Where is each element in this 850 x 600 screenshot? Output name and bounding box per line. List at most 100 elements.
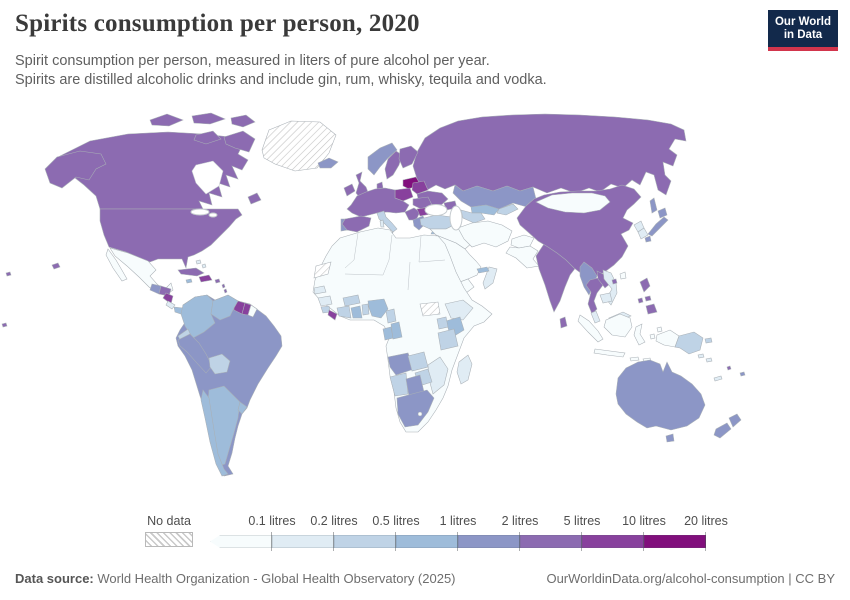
- country-ivory-coast[interactable]: [336, 305, 352, 319]
- legend-bin-1[interactable]: [272, 535, 334, 548]
- country-namibia[interactable]: [389, 372, 409, 397]
- legend-tick-mark: [333, 532, 334, 551]
- country-sri-lanka[interactable]: [559, 316, 568, 329]
- country-philippines[interactable]: [637, 277, 658, 315]
- country-new-caledonia[interactable]: [713, 375, 723, 382]
- legend-bin-4[interactable]: [458, 535, 520, 548]
- country-papua-new-guinea[interactable]: [674, 331, 713, 355]
- country-guinea[interactable]: [317, 295, 333, 307]
- country-western-sahara[interactable]: [313, 261, 332, 279]
- country-norway[interactable]: [367, 142, 398, 176]
- country-alaska[interactable]: [44, 150, 107, 189]
- legend-bin-2[interactable]: [334, 535, 396, 548]
- country-ethiopia[interactable]: [444, 299, 474, 321]
- legend-no-data-swatch[interactable]: [145, 532, 193, 547]
- country-uruguay[interactable]: [237, 401, 248, 415]
- country-hainan[interactable]: [611, 278, 618, 285]
- country-russia[interactable]: [412, 113, 687, 196]
- country-cuba[interactable]: [177, 267, 205, 277]
- country-belarus[interactable]: [411, 180, 429, 195]
- country-mongolia[interactable]: [535, 192, 611, 214]
- country-cambodia[interactable]: [599, 292, 613, 304]
- country-lesotho[interactable]: [417, 411, 423, 417]
- country-greenland[interactable]: [261, 120, 337, 172]
- country-myanmar[interactable]: [579, 261, 598, 296]
- country-mexico-baja[interactable]: [105, 248, 128, 282]
- legend-no-data-label: No data: [147, 514, 191, 528]
- country-taiwan[interactable]: [619, 271, 627, 280]
- country-guyana[interactable]: [233, 300, 246, 315]
- owid-logo[interactable]: Our World in Data: [768, 10, 838, 51]
- country-south-sudan[interactable]: [419, 301, 441, 317]
- country-portugal[interactable]: [340, 218, 348, 232]
- legend-bin-5[interactable]: [520, 535, 582, 548]
- country-sweden[interactable]: [384, 150, 403, 180]
- country-tasmania[interactable]: [665, 433, 675, 443]
- country-french-guiana[interactable]: [247, 304, 258, 318]
- country-lesser-antilles[interactable]: [221, 283, 228, 294]
- country-new-zealand[interactable]: [713, 413, 742, 439]
- legend-bin-6[interactable]: [582, 535, 644, 548]
- country-uganda[interactable]: [436, 316, 449, 330]
- country-chile[interactable]: [200, 389, 229, 477]
- country-togo-benin[interactable]: [361, 303, 370, 316]
- country-iran[interactable]: [457, 220, 513, 248]
- country-mexico[interactable]: [109, 247, 174, 296]
- country-jamaica[interactable]: [185, 278, 193, 284]
- legend-bin-7[interactable]: [644, 535, 706, 548]
- legend-tick-mark: [457, 532, 458, 551]
- country-australia[interactable]: [615, 359, 706, 431]
- credit-link[interactable]: OurWorldinData.org/alcohol-consumption |…: [546, 571, 835, 586]
- country-uae[interactable]: [476, 266, 490, 274]
- country-ghana[interactable]: [350, 305, 363, 319]
- region-balkans[interactable]: [404, 207, 421, 221]
- country-south-africa[interactable]: [396, 389, 435, 428]
- continent-south-america[interactable]: [175, 294, 283, 477]
- legend-bar-wrap: 0.1 litres 0.2 litres 0.5 litres 1 litres 2 …: [210, 514, 728, 551]
- country-bolivia[interactable]: [208, 353, 231, 375]
- country-cameroon[interactable]: [385, 308, 397, 324]
- logo-line-2: in Data: [783, 29, 823, 41]
- country-south-korea[interactable]: [637, 227, 649, 240]
- country-senegal[interactable]: [313, 285, 327, 295]
- country-ireland[interactable]: [343, 183, 356, 197]
- country-congo[interactable]: [390, 321, 403, 340]
- country-burkina-faso[interactable]: [342, 294, 361, 307]
- country-denmark[interactable]: [376, 181, 384, 190]
- country-hispaniola[interactable]: [198, 274, 213, 283]
- country-kyrgyzstan[interactable]: [496, 203, 519, 216]
- country-sakhalin[interactable]: [649, 197, 658, 214]
- country-japan[interactable]: [644, 207, 669, 243]
- country-arctic-islands[interactable]: [149, 112, 262, 205]
- country-peru[interactable]: [177, 333, 213, 374]
- country-fiji[interactable]: [739, 371, 746, 377]
- country-turkmenistan[interactable]: [460, 209, 486, 224]
- country-liberia[interactable]: [327, 309, 338, 321]
- country-finland[interactable]: [398, 145, 419, 169]
- country-costa-rica[interactable]: [165, 300, 176, 310]
- country-madagascar[interactable]: [456, 354, 473, 385]
- legend-tick-label: 5 litres: [563, 514, 601, 528]
- country-bahamas[interactable]: [195, 259, 207, 269]
- country-vanuatu[interactable]: [726, 365, 732, 371]
- country-angola[interactable]: [387, 352, 415, 376]
- country-sardinia[interactable]: [379, 219, 385, 228]
- country-colombia[interactable]: [180, 294, 216, 339]
- country-nigeria[interactable]: [367, 298, 389, 319]
- legend-bin-0[interactable]: [210, 535, 272, 548]
- legend-tick-mark: [705, 532, 706, 551]
- country-iceland[interactable]: [317, 157, 339, 169]
- country-vietnam[interactable]: [602, 269, 618, 306]
- country-usa[interactable]: [99, 208, 243, 269]
- islands-polynesia[interactable]: [1, 271, 12, 328]
- legend-bin-3[interactable]: [396, 535, 458, 548]
- continent-africa[interactable]: [312, 227, 493, 433]
- country-hawaii[interactable]: [51, 262, 61, 270]
- country-solomon-islands[interactable]: [697, 353, 713, 363]
- country-pakistan[interactable]: [505, 245, 540, 269]
- country-indonesia[interactable]: [577, 313, 680, 363]
- country-puerto-rico[interactable]: [214, 278, 221, 284]
- country-tanzania[interactable]: [437, 328, 459, 351]
- country-venezuela[interactable]: [210, 294, 239, 321]
